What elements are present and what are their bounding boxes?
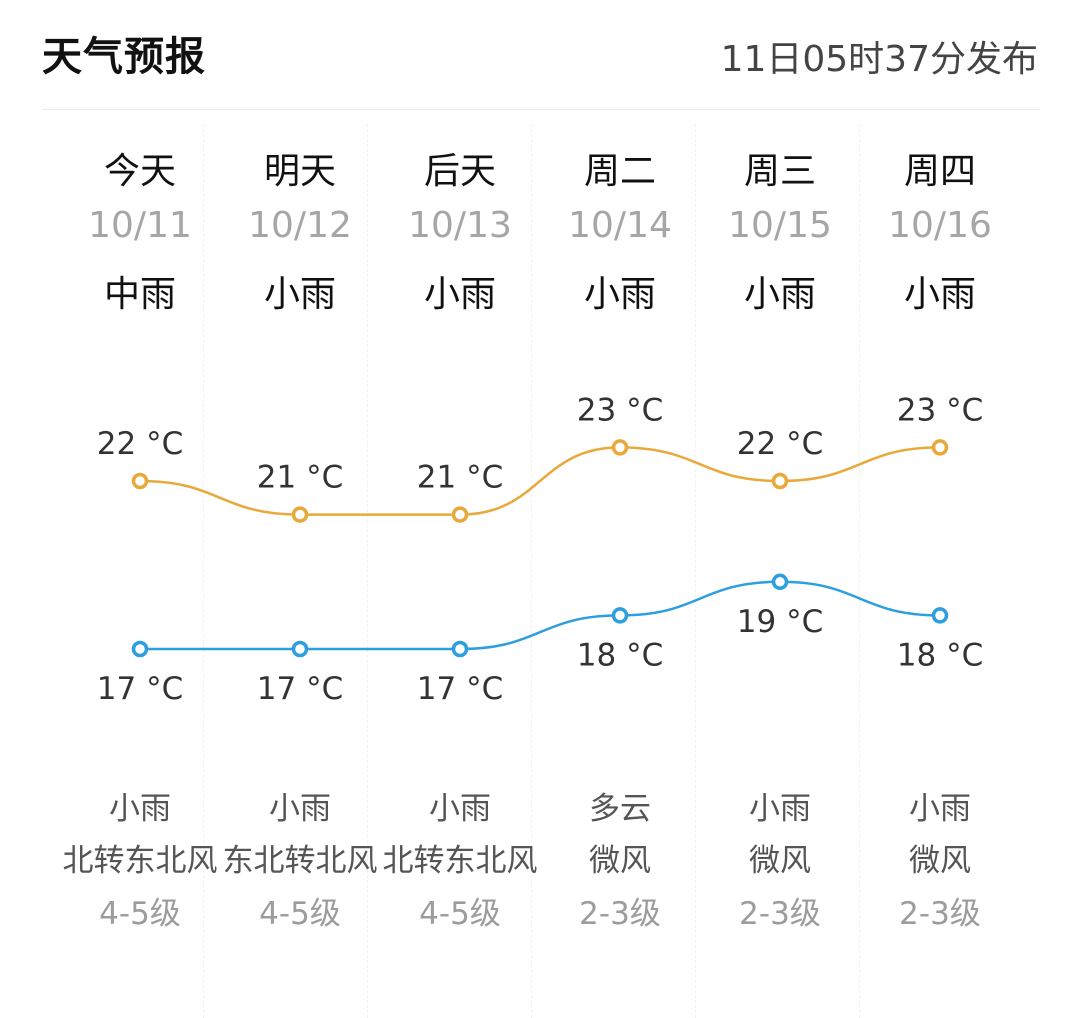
forecast-day-column[interactable]: 周四 10/16 小雨 小雨 微风 2-3级 [858, 0, 1022, 1018]
low-temperature-point [611, 607, 629, 624]
wind-direction: 微风 [589, 843, 651, 879]
high-temperature-line [139, 446, 941, 516]
date-label: 10/11 [88, 205, 192, 246]
day-weather: 小雨 [903, 274, 976, 315]
low-temperature-label: 18 °C [577, 637, 663, 673]
high-temperature-label: 21 °C [417, 460, 503, 496]
wind-level: 2-3级 [899, 896, 981, 932]
forecast-day-column[interactable]: 周二 10/14 小雨多云微风 2-3级 [538, 0, 702, 1018]
wind-direction: 微风 [749, 843, 811, 879]
low-temperature-point [451, 640, 469, 658]
night-weather: 小雨 [749, 791, 811, 827]
day-label: 周三 [743, 151, 816, 192]
publish-time: 11日05时37分发布 [720, 39, 1038, 80]
day-weather: 小雨 [743, 274, 816, 315]
high-temperature-label: 23 °C [897, 392, 983, 428]
forecast-day-column[interactable]: 今天 10/11 中雨小雨北转东北风 4-5级 [58, 0, 222, 1018]
wind-direction: 北转东北风 [382, 843, 538, 879]
low-temperature-label: 17 °C [417, 671, 503, 707]
wind-level: 4-5级 [419, 896, 501, 932]
night-weather: 小雨 [109, 791, 171, 827]
night-weather: 小雨 [269, 791, 331, 827]
low-temperature-point [931, 607, 949, 624]
column-separator [367, 124, 368, 1018]
day-weather: 小雨 [423, 274, 496, 315]
high-temperature-point [771, 472, 789, 490]
wind-direction: 北转东北风 [62, 843, 218, 879]
column-separator [531, 124, 532, 1018]
date-label: 10/16 [888, 205, 992, 246]
date-label: 10/12 [248, 205, 352, 246]
day-label: 今天 [103, 151, 176, 192]
forecast-day-column[interactable]: 明天 10/12 小雨 小雨 东北转北风 4-5级 [218, 0, 382, 1018]
wind-direction: 东北转北风 [222, 843, 378, 879]
low-temperature-label: 18 °C [897, 637, 983, 673]
high-temperature-label: 22 °C [737, 426, 823, 462]
date-label: 10/15 [728, 205, 832, 246]
day-label: 明天 [263, 151, 336, 192]
night-weather: 多云 [589, 791, 651, 827]
high-temperature-label: 22 °C [97, 426, 183, 462]
night-weather: 小雨 [909, 791, 971, 827]
wind-level: 4-5级 [99, 896, 181, 932]
day-label: 后天 [423, 151, 496, 192]
date-label: 10/14 [568, 205, 672, 246]
high-temperature-point [131, 472, 149, 490]
column-separator [859, 124, 860, 1018]
night-weather: 小雨 [429, 791, 491, 827]
low-temperature-line [140, 580, 941, 651]
wind-level: 2-3级 [579, 896, 661, 932]
high-temperature-label: 23 °C [577, 392, 663, 428]
high-temperature-label: 21 °C [257, 460, 343, 496]
low-temperature-point [131, 640, 149, 658]
high-temperature-point [611, 439, 629, 456]
low-temperature-label: 17 °C [257, 671, 343, 707]
day-weather: 中雨 [103, 274, 176, 315]
day-label: 周二 [583, 151, 656, 192]
low-temperature-label: 17 °C [97, 671, 183, 707]
wind-level: 2-3级 [739, 896, 821, 932]
day-label: 周四 [903, 151, 976, 192]
wind-level: 4-5级 [259, 896, 341, 932]
header-divider [42, 109, 1040, 110]
day-weather: 小雨 [263, 274, 336, 315]
wind-direction: 微风 [909, 843, 971, 879]
high-temperature-point [291, 506, 309, 523]
low-temperature-label: 19 °C [737, 604, 823, 640]
forecast-day-column[interactable]: 后天 10/13 小雨 小雨 北转东北风 4-5级 [378, 0, 542, 1018]
page-title: 天气预报 [42, 34, 206, 80]
low-temperature-point [771, 573, 789, 591]
column-separator [203, 124, 204, 1018]
date-label: 10/13 [408, 205, 512, 246]
high-temperature-point [451, 506, 469, 523]
forecast-day-column[interactable]: 周三 10/15 小雨 小雨 微风 2-3级 [698, 0, 862, 1018]
day-weather: 小雨 [583, 274, 656, 315]
low-temperature-point [291, 640, 309, 658]
column-separator [695, 124, 696, 1018]
high-temperature-point [931, 439, 949, 456]
